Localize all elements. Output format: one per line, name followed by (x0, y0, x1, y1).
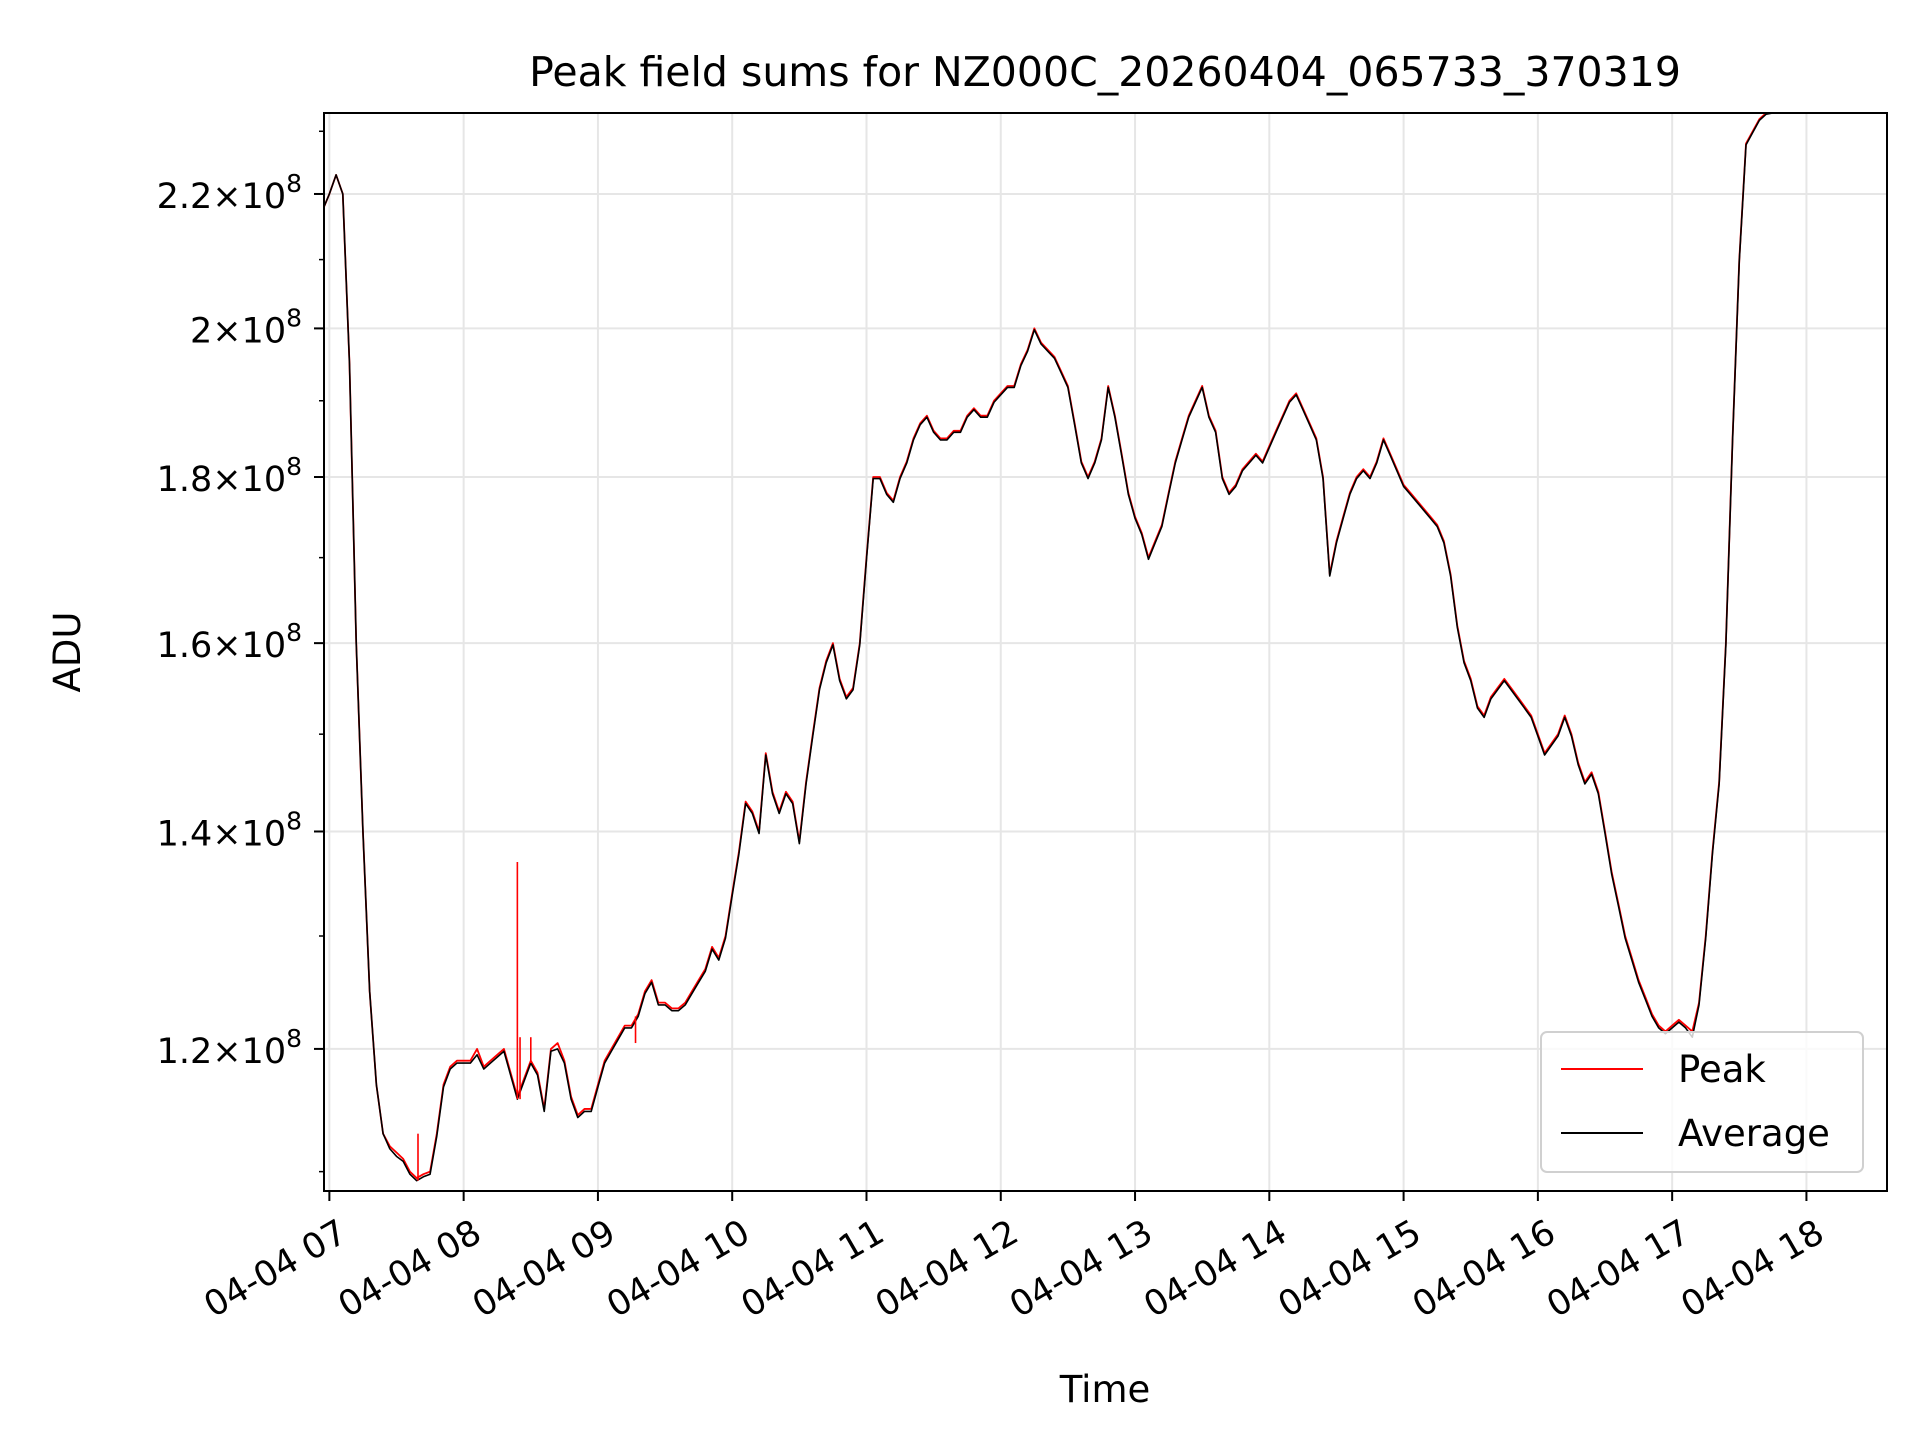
y-tick-exponent: 8 (286, 452, 302, 481)
legend: Peak Average (1540, 1031, 1864, 1173)
y-tick-label: 1.8×108 (157, 452, 302, 500)
y-tick-mantissa: 2.2×10 (157, 177, 287, 217)
y-tick-mantissa: 1.2×10 (157, 1032, 287, 1072)
y-tick-mantissa: 1.4×10 (157, 814, 287, 854)
y-tick-label: 1.4×108 (157, 806, 302, 854)
chart-title: Peak field sums for NZ000C_20260404_0657… (529, 48, 1681, 96)
y-tick-mantissa: 1.6×10 (157, 626, 287, 666)
y-tick-exponent: 8 (286, 618, 302, 647)
y-axis-label: ADU (46, 612, 89, 693)
legend-average-label: Average (1678, 1112, 1830, 1155)
x-axis-label: Time (1059, 1368, 1151, 1411)
y-tick-mantissa: 1.8×10 (157, 460, 287, 500)
plot-frame (323, 112, 1888, 1192)
y-tick-exponent: 8 (286, 169, 302, 198)
series-line-average (323, 112, 1774, 1182)
y-tick-label: 1.6×108 (157, 618, 302, 666)
y-tick-exponent: 8 (286, 303, 302, 332)
y-tick-exponent: 8 (286, 1024, 302, 1053)
y-tick-exponent: 8 (286, 806, 302, 835)
y-tick-label: 1.2×108 (157, 1024, 302, 1072)
legend-peak-label: Peak (1678, 1048, 1766, 1091)
y-tick-label: 2.2×108 (157, 169, 302, 217)
y-tick-mantissa: 2×10 (190, 311, 286, 351)
y-tick-label: 2×108 (190, 303, 302, 351)
data-lines (323, 112, 1774, 1182)
legend-box (1540, 1031, 1864, 1173)
